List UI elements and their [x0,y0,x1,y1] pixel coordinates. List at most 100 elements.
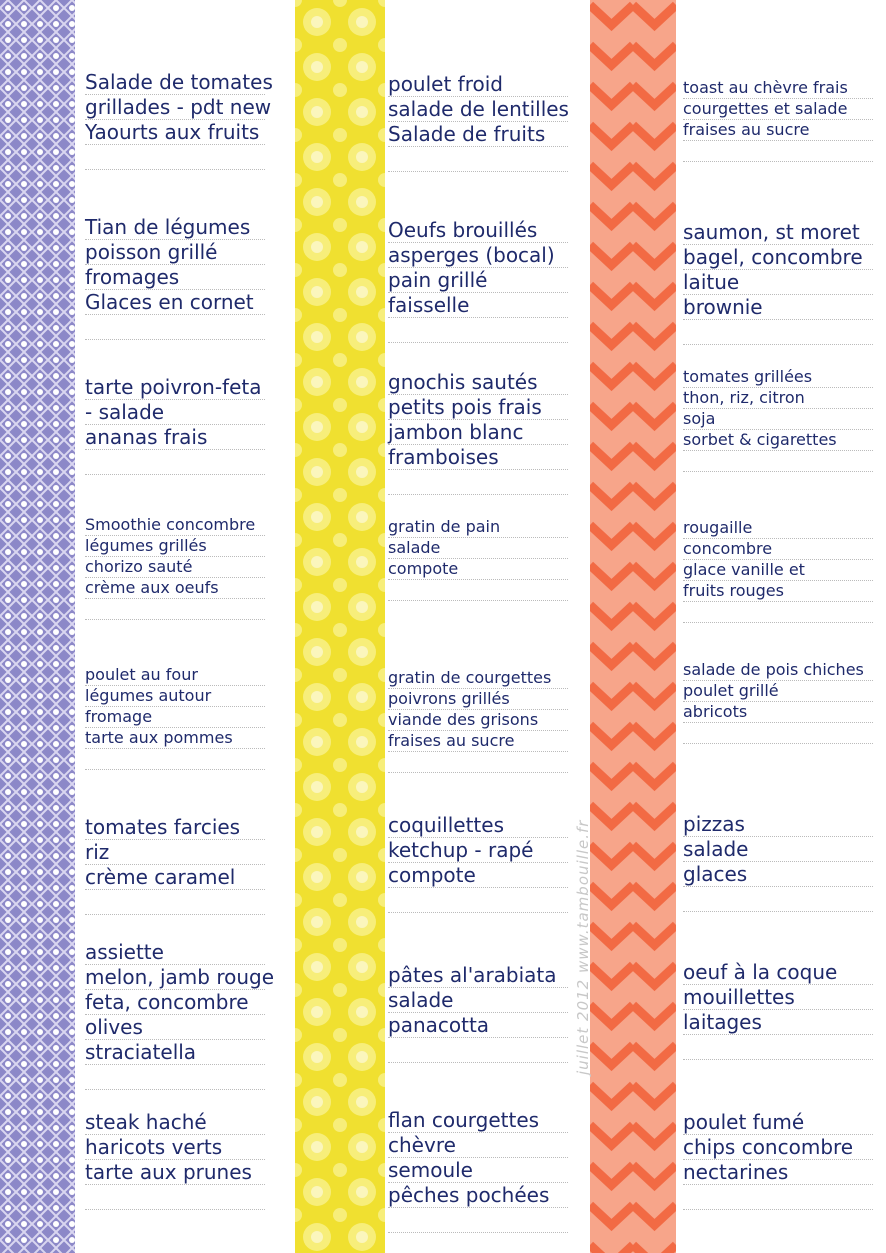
menu-item: salade [683,837,873,862]
purple-strip [0,0,75,1253]
menu: Smoothie concombre légumes grillés chorizo… [85,515,265,620]
menu-item: panacotta [388,1013,568,1038]
menu-item: asperges (bocal) [388,243,568,268]
blank-line [85,315,265,340]
blank-line [683,1185,873,1210]
menu-item: tomates grillées [683,367,873,388]
menu-item: pain grillé [388,268,568,293]
menu: poulet au four légumes autour fromage tarte… [85,665,265,770]
blank-line [85,450,265,475]
menu: assiette melon, jamb rouge feta, concombre… [85,940,275,1090]
menu-item: coquillettes [388,813,568,838]
menu-item: salade [388,538,568,559]
menu-item: fromage [85,707,265,728]
menu-item: fraises au sucre [388,731,568,752]
menu-item: ananas frais [85,425,265,450]
menu-item: gnochis sautés [388,370,568,395]
menu-item: Tian de légumes [85,215,265,240]
menu-item: saumon, st moret [683,220,873,245]
blank-line [388,752,568,773]
menu-item: abricots [683,702,873,723]
menu-item: Smoothie concombre [85,515,265,536]
menu-item: glaces [683,862,873,887]
menu-item: légumes grillés [85,536,265,557]
menu-item: pêches pochées [388,1183,568,1208]
menu-item: laitages [683,1010,873,1035]
menu-item: gratin de courgettes [388,668,568,689]
menu-item: fromages [85,265,265,290]
menu-item: viande des grisons [388,710,568,731]
blank-line [388,470,568,495]
menu-item: assiette [85,940,265,965]
menu-item: Salade de tomates [85,70,273,95]
menu: pizzas salade glaces [683,812,873,912]
menu: Oeufs brouillés asperges (bocal) pain gril… [388,218,568,343]
blank-line [85,890,265,915]
menu-item: gratin de pain [388,517,568,538]
menu-item: poulet fumé [683,1110,873,1135]
menu-item: thon, riz, citron [683,388,873,409]
blank-line [388,1208,568,1233]
menu-item: rougaille [683,518,873,539]
menu-item: concombre [683,539,873,560]
menu-item: laitue [683,270,873,295]
menu-item: salade de pois chiches [683,660,873,681]
menu-item: melon, jamb rouge [85,965,275,990]
menu: saumon, st moret bagel, concombre laitue br… [683,220,873,345]
menu: oeuf à la coque mouillettes laitages [683,960,873,1060]
yellow-strip [295,0,385,1253]
blank-line [85,599,265,620]
menu-item: riz [85,840,265,865]
blank-line [683,602,873,623]
menu-item: tarte aux pommes [85,728,265,749]
menu-item: Yaourts aux fruits [85,120,265,145]
menu-item: bagel, concombre [683,245,873,270]
menu-item: salade [388,988,568,1013]
blank-line [85,749,265,770]
menu-item: feta, concombre [85,990,265,1015]
menu-item: chorizo sauté [85,557,265,578]
menu: flan courgettes chèvre semoule pêches poché… [388,1108,568,1233]
menu-item: framboises [388,445,568,470]
blank-line [683,141,873,162]
menu: tarte poivron-feta - salade ananas frais [85,375,265,475]
menu-item: Salade de fruits [388,122,568,147]
menu-item: légumes autour [85,686,265,707]
menu-item: oeuf à la coque [683,960,873,985]
menu-item: poulet grillé [683,681,873,702]
menu: Tian de légumes poisson grillé fromages Gla… [85,215,265,340]
blank-line [683,723,873,744]
menu-item: ketchup - rapé [388,838,568,863]
menu-item: pizzas [683,812,873,837]
menu-item: tarte poivron-feta [85,375,265,400]
menu-item: glace vanille et [683,560,873,581]
menu-item: flan courgettes [388,1108,568,1133]
blank-line [85,1065,265,1090]
menu-item: pâtes al'arabiata [388,963,568,988]
menu-item: mouillettes [683,985,873,1010]
blank-line [388,147,568,172]
menu-item: fraises au sucre [683,120,873,141]
menu-item: tarte aux prunes [85,1160,265,1185]
menu-item: tomates farcies [85,815,265,840]
menu-item: steak haché [85,1110,265,1135]
blank-line [388,888,568,913]
menu-item: haricots verts [85,1135,265,1160]
menu-item: jambon blanc [388,420,568,445]
menu-item: Glaces en cornet [85,290,265,315]
menu: poulet froid salade de lentilles Salade de… [388,72,569,172]
menu-item: - salade [85,400,265,425]
blank-line [388,1038,568,1063]
menu: tomates grillées thon, riz, citron soja sor… [683,367,873,472]
blank-line [683,451,873,472]
menu-item: semoule [388,1158,568,1183]
menu: steak haché haricots verts tarte aux prune… [85,1110,265,1210]
menu-item: grillades - pdt new [85,95,272,120]
menu-item: crème aux oeufs [85,578,265,599]
orange-strip [590,0,676,1253]
menu-item: toast au chèvre frais [683,78,873,99]
menu-item: chips concombre [683,1135,873,1160]
menu: gnochis sautés petits pois frais jambon bl… [388,370,568,495]
blank-line [683,320,873,345]
menu-item: nectarines [683,1160,873,1185]
